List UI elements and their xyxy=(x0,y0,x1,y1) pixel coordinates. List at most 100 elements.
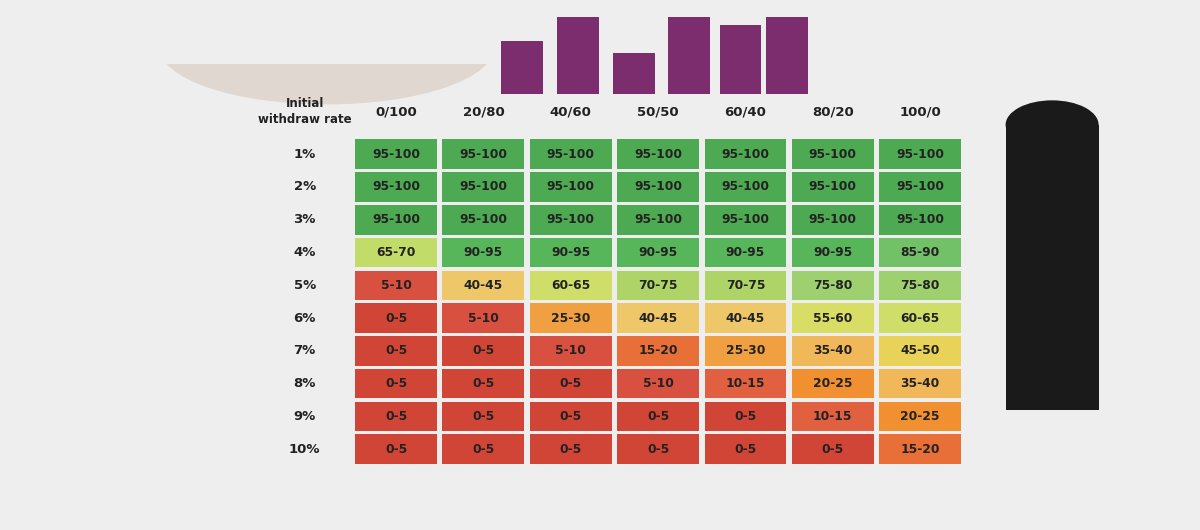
Bar xyxy=(617,172,698,202)
Bar xyxy=(617,402,698,431)
Bar xyxy=(530,238,612,267)
Bar xyxy=(792,238,874,267)
Text: 0-5: 0-5 xyxy=(559,443,582,456)
Bar xyxy=(880,336,961,366)
Text: 85-90: 85-90 xyxy=(900,246,940,259)
Text: 0-5: 0-5 xyxy=(559,410,582,423)
Text: 40-45: 40-45 xyxy=(726,312,766,324)
Bar xyxy=(443,369,524,399)
Bar xyxy=(355,172,437,202)
Text: 0-5: 0-5 xyxy=(647,443,670,456)
Bar xyxy=(355,238,437,267)
Text: 90-95: 90-95 xyxy=(638,246,678,259)
Text: 95-100: 95-100 xyxy=(372,148,420,161)
Text: 2%: 2% xyxy=(294,181,316,193)
Bar xyxy=(880,139,961,169)
Text: 90-95: 90-95 xyxy=(551,246,590,259)
Bar xyxy=(530,303,612,333)
Bar xyxy=(443,238,524,267)
Text: 95-100: 95-100 xyxy=(547,148,595,161)
Text: 95-100: 95-100 xyxy=(547,213,595,226)
Bar xyxy=(880,435,961,464)
Text: 70-75: 70-75 xyxy=(726,279,766,292)
Text: 5-10: 5-10 xyxy=(468,312,499,324)
Text: 70-75: 70-75 xyxy=(638,279,678,292)
Text: 5-10: 5-10 xyxy=(556,344,586,357)
Bar xyxy=(557,16,599,94)
Text: 95-100: 95-100 xyxy=(547,181,595,193)
Bar xyxy=(720,25,762,94)
Text: 15-20: 15-20 xyxy=(638,344,678,357)
Bar xyxy=(355,369,437,399)
Bar xyxy=(443,270,524,300)
Bar xyxy=(617,238,698,267)
Text: 75-80: 75-80 xyxy=(814,279,852,292)
Text: 95-100: 95-100 xyxy=(721,213,769,226)
Text: 100/0: 100/0 xyxy=(899,105,941,118)
Bar xyxy=(355,336,437,366)
Text: 40/60: 40/60 xyxy=(550,105,592,118)
Bar xyxy=(443,139,524,169)
Text: Initial
withdraw rate: Initial withdraw rate xyxy=(258,97,352,126)
Bar xyxy=(704,336,786,366)
Bar xyxy=(355,270,437,300)
Bar xyxy=(792,369,874,399)
Ellipse shape xyxy=(1006,100,1099,149)
Text: 25-30: 25-30 xyxy=(726,344,766,357)
Text: 6%: 6% xyxy=(294,312,316,324)
Text: 0/100: 0/100 xyxy=(376,105,416,118)
Bar xyxy=(530,402,612,431)
Bar xyxy=(1006,125,1099,410)
Text: 95-100: 95-100 xyxy=(896,213,944,226)
Text: 0-5: 0-5 xyxy=(473,410,494,423)
Text: 95-100: 95-100 xyxy=(809,148,857,161)
Bar xyxy=(613,54,654,94)
Text: 90-95: 90-95 xyxy=(726,246,766,259)
Text: 0-5: 0-5 xyxy=(473,344,494,357)
Bar xyxy=(617,270,698,300)
Text: 0-5: 0-5 xyxy=(473,377,494,390)
Text: 0-5: 0-5 xyxy=(734,443,756,456)
Bar xyxy=(502,41,542,94)
Text: 0-5: 0-5 xyxy=(385,344,407,357)
Text: 80/20: 80/20 xyxy=(812,105,853,118)
Text: 0-5: 0-5 xyxy=(385,443,407,456)
Text: 60/40: 60/40 xyxy=(725,105,767,118)
Bar xyxy=(617,435,698,464)
Text: 95-100: 95-100 xyxy=(634,148,682,161)
Bar xyxy=(792,435,874,464)
Bar xyxy=(617,205,698,234)
Bar xyxy=(704,435,786,464)
Bar xyxy=(530,172,612,202)
Text: 95-100: 95-100 xyxy=(721,148,769,161)
Bar xyxy=(792,139,874,169)
Text: 55-60: 55-60 xyxy=(814,312,852,324)
Text: 95-100: 95-100 xyxy=(721,181,769,193)
Text: 25-30: 25-30 xyxy=(551,312,590,324)
Text: 95-100: 95-100 xyxy=(460,148,508,161)
Text: 10-15: 10-15 xyxy=(812,410,852,423)
Bar xyxy=(704,205,786,234)
Bar xyxy=(880,238,961,267)
Text: 10-15: 10-15 xyxy=(726,377,766,390)
Text: 95-100: 95-100 xyxy=(372,213,420,226)
Bar xyxy=(355,205,437,234)
Bar xyxy=(766,16,808,94)
Text: 90-95: 90-95 xyxy=(463,246,503,259)
Text: 0-5: 0-5 xyxy=(385,377,407,390)
Bar xyxy=(704,139,786,169)
Text: 50/50: 50/50 xyxy=(637,105,679,118)
Bar xyxy=(704,369,786,399)
Bar xyxy=(880,172,961,202)
Bar xyxy=(443,336,524,366)
Bar xyxy=(668,16,710,94)
Bar xyxy=(617,336,698,366)
Text: 60-65: 60-65 xyxy=(900,312,940,324)
Bar xyxy=(355,402,437,431)
Bar xyxy=(530,336,612,366)
Bar xyxy=(530,205,612,234)
Text: 3%: 3% xyxy=(294,213,316,226)
Text: 35-40: 35-40 xyxy=(814,344,852,357)
Text: 95-100: 95-100 xyxy=(372,181,420,193)
Bar xyxy=(617,369,698,399)
